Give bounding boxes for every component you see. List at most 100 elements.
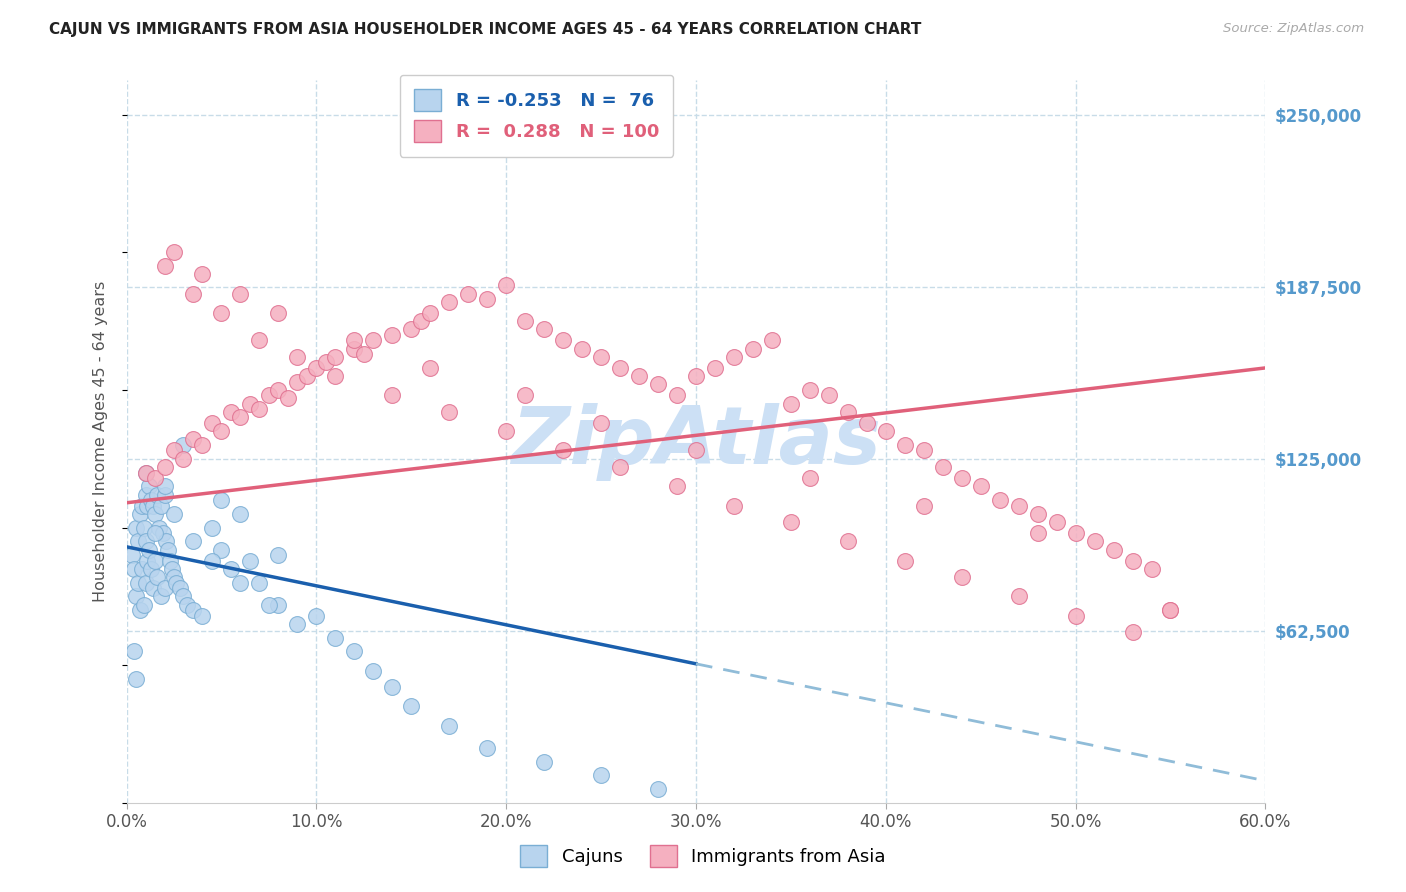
Point bbox=[1007, 499, 1029, 513]
Point bbox=[146, 487, 169, 501]
Point bbox=[553, 443, 575, 458]
Point bbox=[305, 608, 328, 623]
Point bbox=[249, 334, 271, 348]
Point bbox=[125, 520, 148, 534]
Point bbox=[128, 603, 150, 617]
Point bbox=[257, 598, 280, 612]
Point bbox=[143, 526, 166, 541]
Point bbox=[1140, 562, 1163, 576]
Legend: Cajuns, Immigrants from Asia: Cajuns, Immigrants from Asia bbox=[513, 838, 893, 874]
Point bbox=[148, 520, 170, 534]
Point bbox=[704, 360, 727, 375]
Point bbox=[1084, 534, 1107, 549]
Point bbox=[591, 416, 613, 430]
Point bbox=[894, 438, 917, 452]
Point bbox=[219, 562, 242, 576]
Point bbox=[211, 306, 233, 320]
Point bbox=[160, 562, 183, 576]
Point bbox=[287, 375, 309, 389]
Point bbox=[127, 575, 149, 590]
Point bbox=[988, 493, 1011, 508]
Point bbox=[131, 562, 153, 576]
Point bbox=[172, 590, 194, 604]
Point bbox=[122, 562, 145, 576]
Point bbox=[172, 438, 194, 452]
Point bbox=[249, 575, 271, 590]
Point bbox=[323, 369, 347, 384]
Point bbox=[181, 603, 204, 617]
Point bbox=[912, 499, 935, 513]
Point bbox=[153, 581, 176, 595]
Point bbox=[153, 259, 176, 273]
Point bbox=[135, 466, 156, 480]
Point bbox=[533, 755, 555, 769]
Point bbox=[153, 460, 176, 475]
Point bbox=[419, 360, 441, 375]
Point bbox=[239, 397, 262, 411]
Point bbox=[163, 570, 186, 584]
Point bbox=[149, 499, 172, 513]
Point bbox=[143, 471, 166, 485]
Point bbox=[409, 314, 432, 328]
Point bbox=[229, 507, 252, 521]
Point bbox=[229, 286, 252, 301]
Point bbox=[381, 388, 404, 402]
Point bbox=[723, 499, 745, 513]
Point bbox=[191, 438, 214, 452]
Point bbox=[201, 553, 224, 567]
Point bbox=[157, 542, 180, 557]
Point bbox=[305, 360, 328, 375]
Point bbox=[229, 575, 252, 590]
Point bbox=[138, 479, 160, 493]
Point bbox=[401, 322, 423, 336]
Point bbox=[143, 507, 166, 521]
Point bbox=[136, 499, 159, 513]
Point bbox=[181, 433, 204, 447]
Point bbox=[181, 534, 204, 549]
Point bbox=[132, 598, 155, 612]
Point bbox=[138, 542, 160, 557]
Point bbox=[609, 360, 631, 375]
Point bbox=[287, 350, 309, 364]
Point bbox=[211, 542, 233, 557]
Point bbox=[163, 245, 186, 260]
Point bbox=[647, 782, 669, 797]
Point bbox=[343, 644, 366, 658]
Point bbox=[135, 466, 156, 480]
Point bbox=[381, 327, 404, 342]
Point bbox=[495, 424, 517, 438]
Point bbox=[191, 268, 214, 282]
Point bbox=[239, 553, 262, 567]
Point bbox=[153, 479, 176, 493]
Point bbox=[799, 383, 821, 397]
Point bbox=[1122, 625, 1144, 640]
Point bbox=[267, 383, 290, 397]
Point bbox=[142, 499, 165, 513]
Point bbox=[475, 740, 498, 755]
Point bbox=[1064, 608, 1087, 623]
Point bbox=[685, 369, 707, 384]
Point bbox=[647, 377, 669, 392]
Point bbox=[135, 534, 156, 549]
Point bbox=[142, 581, 165, 595]
Point bbox=[970, 479, 993, 493]
Point bbox=[932, 460, 955, 475]
Point bbox=[343, 342, 366, 356]
Point bbox=[875, 424, 897, 438]
Point bbox=[439, 719, 461, 733]
Point bbox=[799, 471, 821, 485]
Point bbox=[761, 334, 783, 348]
Point bbox=[152, 526, 174, 541]
Point bbox=[169, 581, 191, 595]
Point bbox=[950, 471, 973, 485]
Point bbox=[125, 590, 148, 604]
Point bbox=[135, 487, 156, 501]
Point bbox=[609, 460, 631, 475]
Point bbox=[257, 388, 280, 402]
Point bbox=[136, 553, 159, 567]
Point bbox=[1160, 603, 1182, 617]
Point bbox=[128, 507, 150, 521]
Point bbox=[146, 570, 169, 584]
Point bbox=[353, 347, 375, 361]
Point bbox=[149, 590, 172, 604]
